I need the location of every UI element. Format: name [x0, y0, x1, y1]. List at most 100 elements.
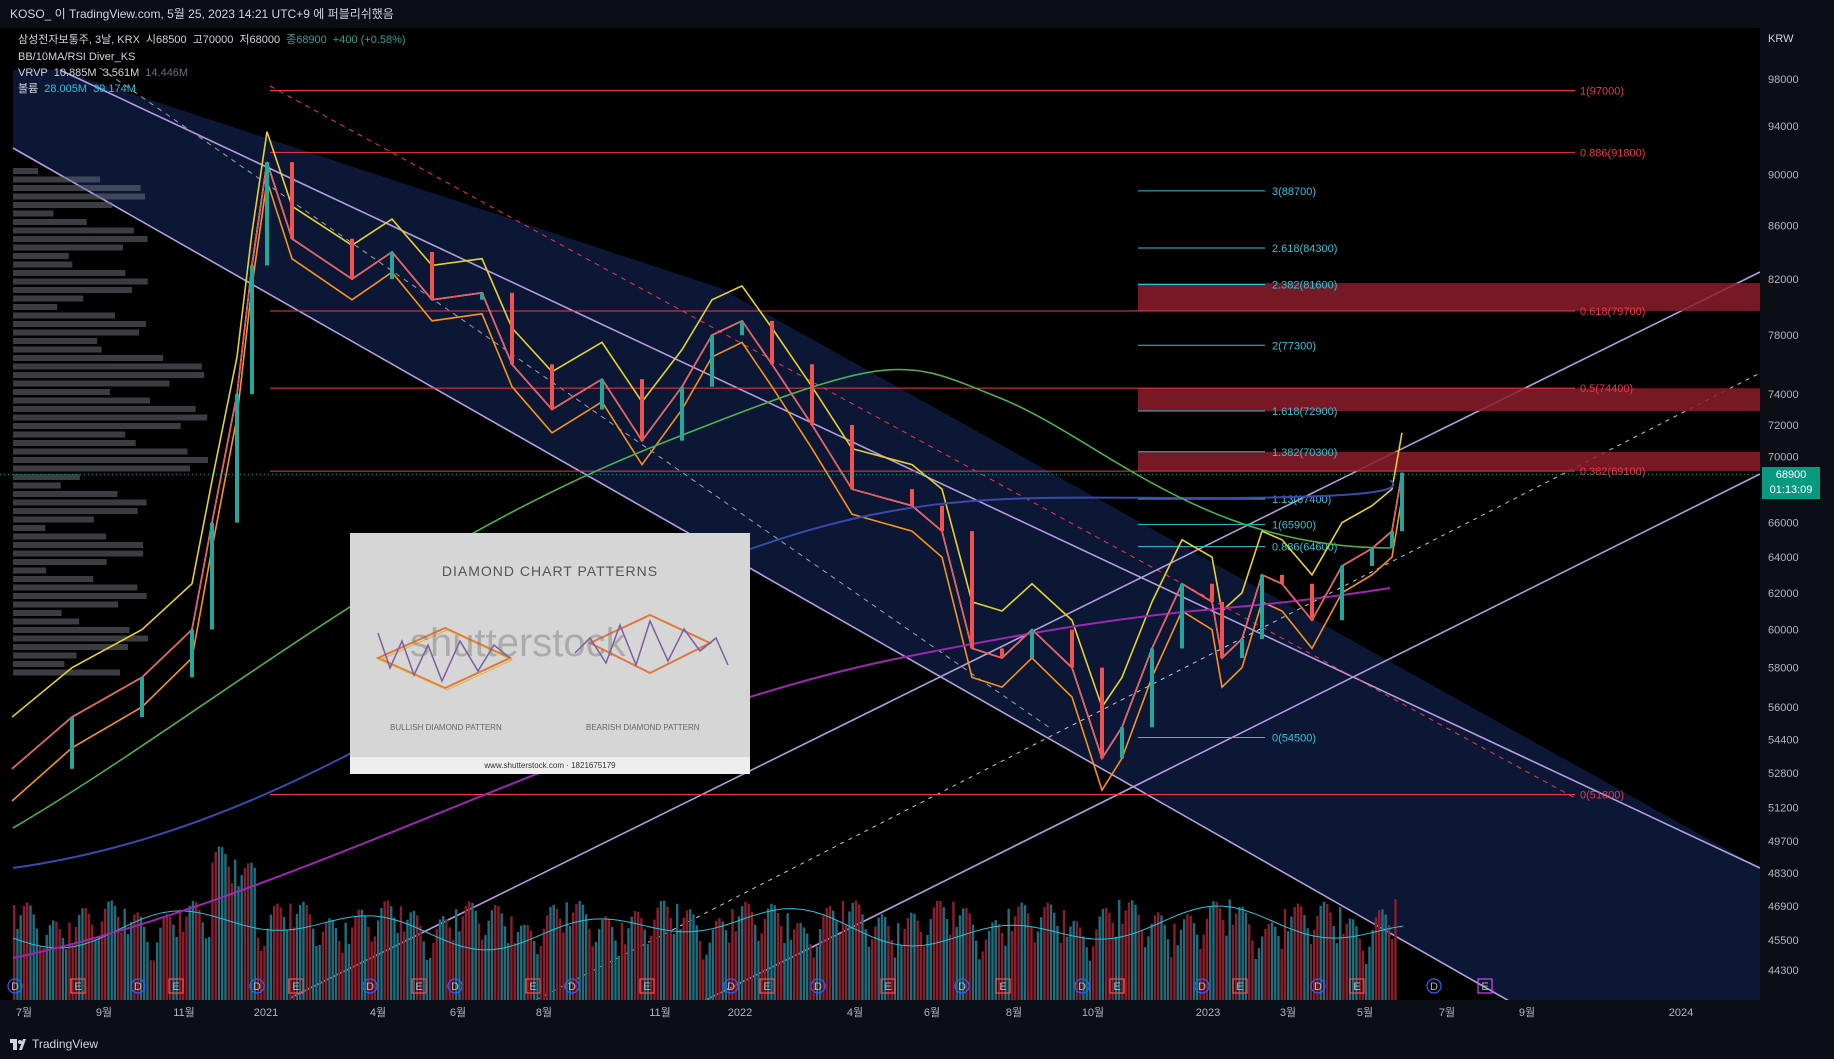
volume-bars — [13, 846, 1397, 1000]
volume-bar — [507, 943, 510, 1000]
ma-green-line — [12, 368, 1391, 829]
volume-bar — [107, 901, 110, 1000]
volume-bar — [884, 916, 887, 1000]
volume-bar — [825, 907, 828, 1000]
volume-bar — [984, 939, 988, 1000]
volume-legend[interactable]: 볼륨 28.005M 39.174M — [18, 82, 142, 96]
volume-bar — [1095, 929, 1098, 1000]
volume-bar — [650, 935, 653, 1000]
earnings-marker-label-11: E — [643, 981, 650, 993]
volume-bar — [1394, 899, 1397, 1000]
volume-bar — [474, 910, 477, 1000]
volume-bar — [172, 924, 175, 1000]
price-tick-7: 72000 — [1768, 420, 1799, 432]
volume-profile-bar-28 — [13, 406, 196, 412]
volume-bar — [533, 940, 536, 1000]
fib-ext-label-4: 1.618(72900) — [1272, 406, 1337, 418]
tradingview-icon — [10, 1038, 26, 1050]
time-label-0: 7월 — [16, 1006, 32, 1019]
dividend-marker-label-10: D — [568, 981, 576, 993]
volume-bar — [640, 918, 643, 1000]
volume-bar — [338, 940, 341, 1000]
fib-ext-label-7: 1(65900) — [1272, 519, 1316, 531]
volume-bar — [169, 916, 172, 1000]
volume-bar — [747, 903, 750, 1000]
volume-bar — [529, 930, 533, 1000]
volume-bar — [260, 950, 263, 1000]
volume-bar — [1082, 936, 1085, 1000]
volume-profile-bar-25 — [13, 380, 170, 387]
candle — [970, 531, 974, 649]
volume-bar — [448, 927, 451, 1000]
vrvp-legend[interactable]: VRVP 10.885M 3.561M 14.446M — [18, 66, 194, 80]
candle — [350, 238, 354, 280]
tradingview-logo[interactable]: TradingView — [10, 1030, 98, 1059]
candle — [1220, 601, 1224, 658]
bearish-caption: BEARISH DIAMOND PATTERN — [586, 723, 700, 732]
volume-bar — [637, 911, 640, 1000]
volume-bar — [1137, 914, 1140, 1000]
volume-bar — [201, 922, 204, 1000]
volume-bar — [328, 918, 331, 1000]
candle — [850, 424, 854, 490]
ma-purple-line — [12, 587, 1391, 959]
volume-bar — [617, 955, 620, 1000]
brand-name: TradingView — [32, 1037, 99, 1051]
volume-bar — [1205, 918, 1209, 1000]
price-tick-5: 78000 — [1768, 330, 1799, 342]
price-chart[interactable]: 1(97000) 0.886(91800) 0.618(79700) 0.5(7440… — [0, 28, 1834, 1030]
volume-bar — [620, 922, 624, 1000]
volume-profile-bar-38 — [13, 491, 118, 497]
volume-bar — [1111, 922, 1114, 1000]
volume-label[interactable]: 볼륨 — [18, 83, 39, 95]
volume-bar — [325, 922, 328, 1000]
volume-bar — [588, 928, 591, 1000]
volume-bar — [666, 906, 669, 1000]
dividend-marker-24 — [1426, 978, 1442, 994]
candle — [810, 364, 814, 425]
volume-bar — [975, 940, 978, 1000]
volume-bar — [552, 904, 555, 1000]
volume-bar — [1010, 931, 1014, 1000]
time-label-9: 4월 — [847, 1006, 863, 1019]
volume-bar — [276, 903, 279, 1000]
diamond-pattern-image: DIAMOND CHART PATTERNS shutterstock BULL… — [350, 533, 750, 774]
volume-bar — [536, 954, 539, 1000]
volume-bar — [692, 914, 695, 1000]
currency-label[interactable]: KRW — [1768, 33, 1794, 45]
volume-bar — [981, 951, 984, 1000]
volume-bar — [643, 929, 646, 1000]
volume-bar — [104, 908, 107, 1000]
dividend-marker-18 — [1074, 978, 1090, 994]
bullish-caption: BULLISH DIAMOND PATTERN — [390, 723, 502, 732]
candle — [1240, 638, 1244, 658]
volume-bar — [1384, 914, 1387, 1000]
earnings-marker-label-15: E — [884, 981, 891, 993]
volume-bar — [240, 874, 243, 1000]
volume-bar — [689, 909, 692, 1000]
indicator-name[interactable]: BB/10MA/RSI Diver_KS — [18, 51, 136, 63]
volume-bar — [770, 903, 773, 1000]
volume-bar — [1127, 902, 1131, 1000]
volume-ma-line — [12, 905, 1404, 951]
indicator-legend[interactable]: BB/10MA/RSI Diver_KS — [18, 50, 141, 64]
volume-profile-bar-41 — [13, 516, 94, 523]
volume-bar — [718, 918, 721, 1000]
volume-profile-bar-32 — [13, 440, 136, 446]
volume-bar — [442, 916, 445, 1000]
volume-bar — [364, 915, 367, 1000]
volume-bar — [611, 926, 614, 1000]
volume-bar — [773, 905, 776, 1000]
earnings-marker-1 — [70, 978, 86, 994]
volume-bar — [84, 908, 87, 1000]
volume-bar — [1114, 936, 1118, 1000]
volume-bar — [416, 915, 419, 1000]
volume-profile-bar-24 — [13, 372, 205, 378]
volume-bar — [156, 942, 159, 1000]
candle — [910, 489, 914, 506]
vrvp-label[interactable]: VRVP — [18, 67, 48, 79]
symbol-name[interactable]: 삼성전자보통주, 3날, KRX — [18, 34, 140, 46]
volume-bar — [1124, 910, 1127, 1000]
candle — [430, 251, 434, 300]
volume-bar — [126, 934, 130, 1000]
